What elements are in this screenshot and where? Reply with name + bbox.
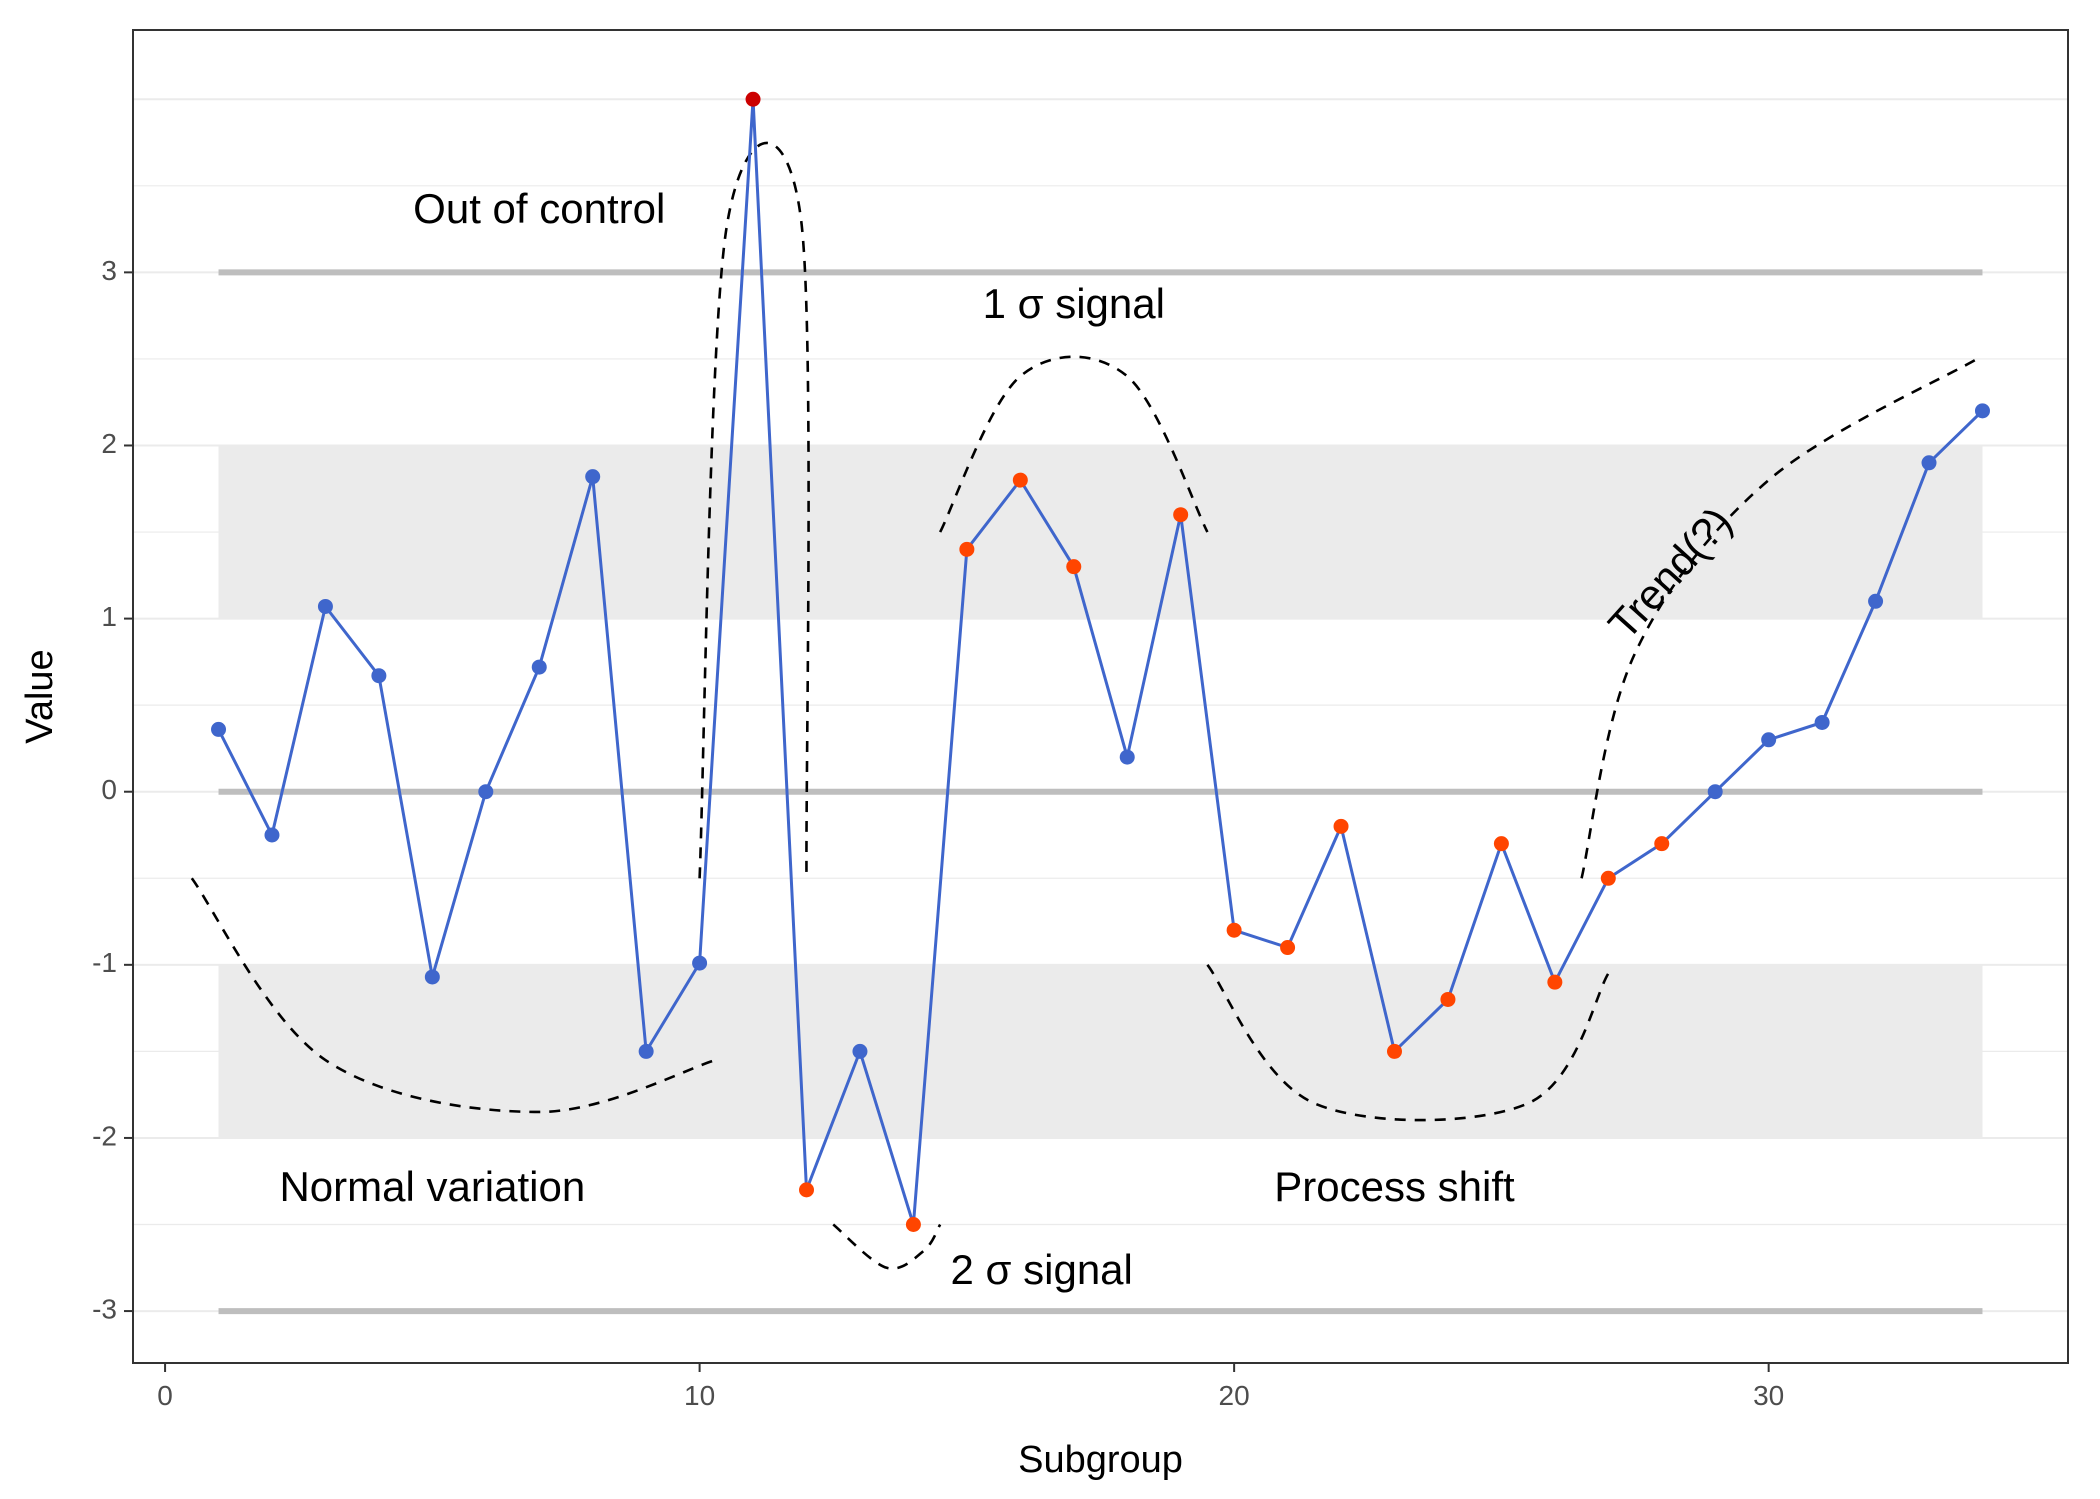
y-tick-label: 1 [101, 601, 117, 632]
data-point [1440, 991, 1456, 1007]
data-point [1814, 714, 1830, 730]
data-point [959, 541, 975, 557]
dashed-curve-2 [938, 355, 1209, 533]
data-point [1707, 784, 1723, 800]
dashed-curve-0 [190, 877, 717, 1114]
dashed-curve-3 [832, 1223, 942, 1270]
data-point [745, 91, 761, 107]
dashed-curve-1 [698, 141, 810, 879]
annotation-label: 2 σ signal [951, 1246, 1133, 1293]
series-line [217, 99, 1984, 1225]
annotation-label: Normal variation [279, 1163, 585, 1210]
data-point [371, 668, 387, 684]
y-tick-label: 2 [101, 428, 117, 459]
data-point [1386, 1043, 1402, 1059]
data-point [1974, 403, 1990, 419]
x-tick-label: 20 [1219, 1380, 1250, 1411]
y-tick-label: -3 [92, 1293, 117, 1324]
y-tick-label: -1 [92, 947, 117, 978]
y-tick-label: 0 [101, 774, 117, 805]
data-point [1600, 870, 1616, 886]
x-axis: 0 10 20 30 [157, 1363, 1784, 1411]
data-point [1119, 749, 1135, 765]
data-point [1173, 507, 1189, 523]
y-axis: -3 -2 -1 0 1 2 3 [92, 255, 133, 1324]
data-point [905, 1217, 921, 1233]
data-point [692, 955, 708, 971]
annotation-label: Out of control [413, 185, 665, 232]
data-point [317, 598, 333, 614]
data-point [424, 969, 440, 985]
data-point [531, 659, 547, 675]
data-point [1654, 836, 1670, 852]
data-point [1280, 940, 1296, 956]
data-point [1868, 593, 1884, 609]
y-axis-title: Value [19, 649, 61, 743]
annotation-label: 1 σ signal [983, 280, 1165, 327]
data-point [478, 784, 494, 800]
data-point [1761, 732, 1777, 748]
data-point [585, 469, 601, 485]
data-point [799, 1182, 815, 1198]
data-point [1226, 922, 1242, 938]
data-point [1921, 455, 1937, 471]
data-point [638, 1043, 654, 1059]
x-axis-title: Subgroup [1018, 1439, 1183, 1481]
data-point [1493, 836, 1509, 852]
data-point [1547, 974, 1563, 990]
dashed-curve-4 [1206, 964, 1610, 1122]
panel-border [132, 29, 2069, 1364]
x-tick-label: 0 [157, 1380, 173, 1411]
data-point [852, 1043, 868, 1059]
data-point [1012, 472, 1028, 488]
y-tick-label: 3 [101, 255, 117, 286]
data-point [211, 721, 227, 737]
dashed-curve-5 [1580, 357, 1978, 879]
data-point [1066, 559, 1082, 575]
data-points [211, 91, 1990, 1233]
x-tick-label: 30 [1753, 1380, 1784, 1411]
x-tick-label: 10 [684, 1380, 715, 1411]
annotation-label: Process shift [1274, 1163, 1515, 1210]
dashed-annotation-curves [190, 141, 1978, 1270]
data-point [264, 827, 280, 843]
y-tick-label: -2 [92, 1120, 117, 1151]
data-point [1333, 818, 1349, 834]
reference-lines [218, 269, 1983, 1315]
